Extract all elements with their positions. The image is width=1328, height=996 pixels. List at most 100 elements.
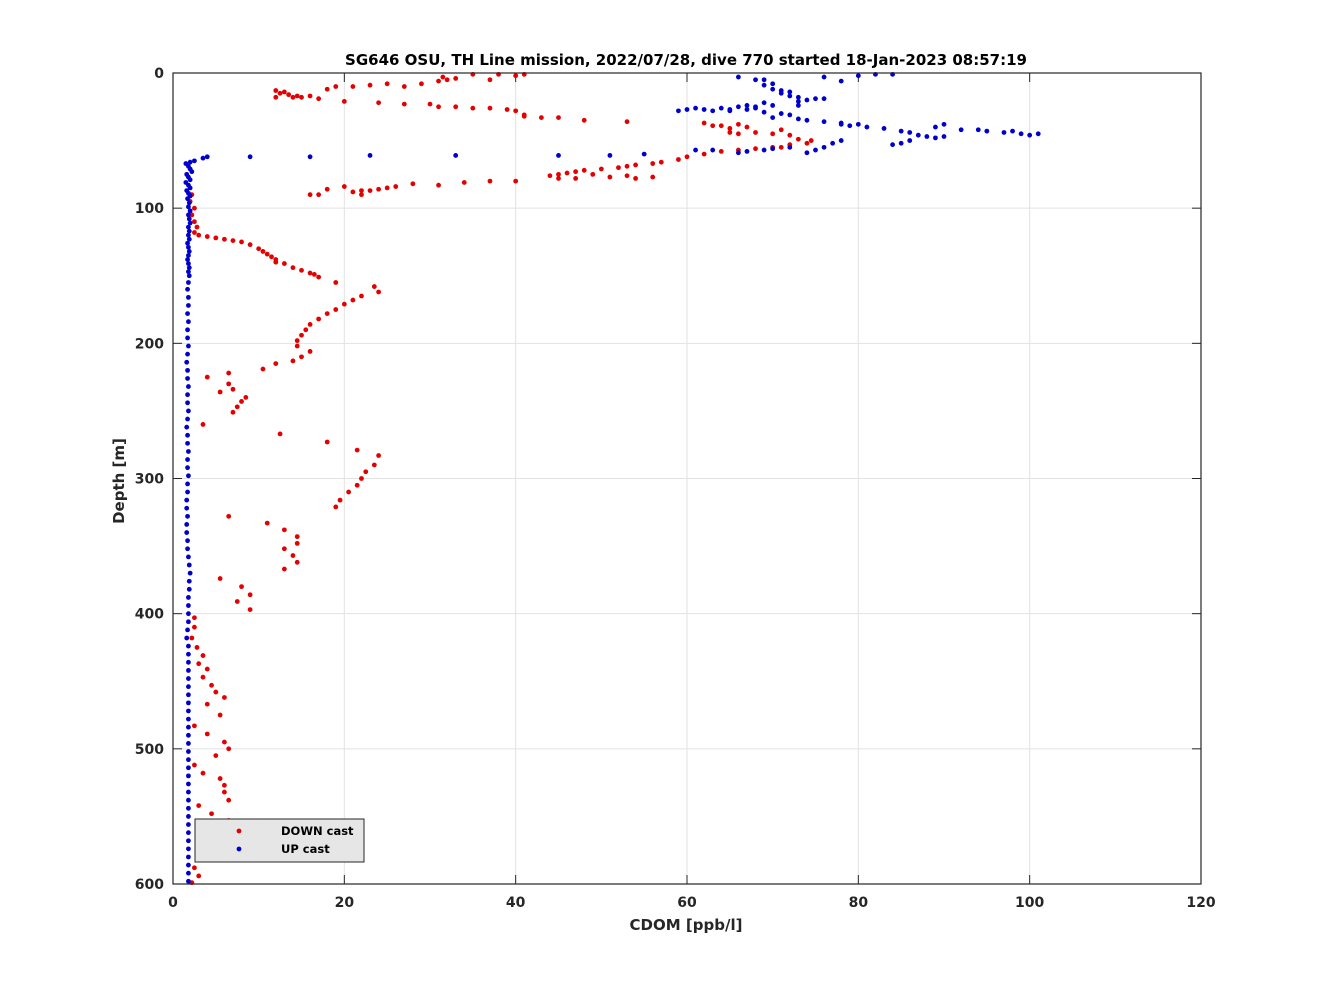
up-cast-point xyxy=(185,400,190,406)
down-cast-point xyxy=(234,404,240,410)
down-cast-point xyxy=(192,624,197,630)
up-cast-point xyxy=(185,416,190,422)
up-cast-point xyxy=(184,522,190,527)
up-cast-point xyxy=(185,335,190,341)
down-cast-point xyxy=(281,261,287,266)
down-cast-point xyxy=(487,105,493,111)
down-cast-point xyxy=(264,251,270,257)
down-cast-point xyxy=(277,90,283,96)
up-cast-point xyxy=(185,481,190,487)
down-cast-point xyxy=(281,566,287,572)
y-tick-label: 500 xyxy=(135,742,164,758)
down-cast-point xyxy=(230,409,236,415)
down-cast-point xyxy=(290,553,296,558)
up-cast-point xyxy=(186,732,191,738)
down-cast-point xyxy=(333,84,339,89)
down-cast-point xyxy=(273,361,279,367)
down-cast-point xyxy=(384,81,390,87)
up-cast-point xyxy=(753,105,758,111)
up-cast-point xyxy=(184,497,190,503)
down-cast-point xyxy=(200,674,206,680)
down-cast-point xyxy=(658,159,664,165)
up-cast-point xyxy=(187,208,193,214)
up-cast-point xyxy=(185,376,190,381)
up-cast-point xyxy=(770,103,776,108)
y-tick-label: 600 xyxy=(135,877,164,893)
y-tick-label: 0 xyxy=(154,66,164,82)
down-cast-point xyxy=(222,236,227,242)
down-cast-point xyxy=(307,93,313,99)
up-cast-point xyxy=(813,147,818,153)
down-cast-point xyxy=(196,661,202,667)
up-cast-point xyxy=(186,611,191,617)
up-cast-point xyxy=(186,554,191,560)
down-cast-point xyxy=(556,115,561,121)
y-tick-label: 400 xyxy=(135,607,164,623)
down-cast-point xyxy=(778,144,784,150)
down-cast-point xyxy=(307,270,313,276)
down-cast-point xyxy=(273,94,279,100)
down-cast-point xyxy=(273,259,279,265)
legend-box xyxy=(194,818,365,863)
up-cast-point xyxy=(744,148,750,154)
down-cast-point xyxy=(384,185,390,191)
down-cast-point xyxy=(710,123,716,129)
up-cast-point xyxy=(186,724,191,730)
legend: DOWN cast UP cast xyxy=(194,818,365,863)
up-cast-point xyxy=(941,134,947,139)
down-cast-point xyxy=(350,189,356,195)
down-cast-point xyxy=(269,254,274,260)
down-cast-point xyxy=(770,131,776,137)
up-cast-point xyxy=(607,153,613,158)
down-cast-series xyxy=(187,71,814,886)
up-cast-point xyxy=(187,185,193,191)
up-cast-point xyxy=(838,78,844,84)
y-tick-label: 300 xyxy=(135,472,164,488)
down-cast-point xyxy=(222,789,227,795)
down-cast-point xyxy=(299,267,304,273)
down-cast-point xyxy=(513,73,519,79)
down-cast-point xyxy=(359,192,364,198)
down-cast-point xyxy=(316,316,322,322)
down-cast-point xyxy=(727,130,733,135)
down-cast-point xyxy=(294,343,300,349)
down-cast-point xyxy=(247,592,253,598)
down-cast-point xyxy=(204,234,210,239)
down-cast-point xyxy=(787,132,793,138)
up-cast-point xyxy=(185,311,190,316)
up-cast-point xyxy=(453,153,459,158)
down-cast-point xyxy=(247,242,253,248)
up-cast-point xyxy=(184,359,190,365)
up-cast-point xyxy=(185,457,190,462)
up-cast-point xyxy=(186,595,191,600)
up-cast-point xyxy=(186,280,191,285)
down-cast-point xyxy=(230,238,236,244)
down-cast-point xyxy=(633,162,638,168)
up-cast-point xyxy=(770,81,776,87)
up-cast-point xyxy=(185,513,190,519)
up-cast-point xyxy=(185,538,190,544)
up-cast-point xyxy=(795,98,801,104)
up-cast-point xyxy=(186,273,192,279)
down-cast-point xyxy=(222,782,227,788)
down-cast-point xyxy=(513,108,519,114)
up-cast-point xyxy=(186,789,191,795)
down-cast-point xyxy=(234,599,240,604)
down-cast-point xyxy=(376,100,381,106)
down-cast-point xyxy=(204,666,210,672)
up-cast-point xyxy=(761,147,767,153)
down-cast-point xyxy=(436,182,441,188)
down-cast-point xyxy=(371,284,377,289)
down-cast-point xyxy=(260,249,266,254)
up-cast-point xyxy=(186,781,191,787)
down-cast-point xyxy=(290,265,296,271)
down-cast-point xyxy=(650,174,656,180)
down-cast-point xyxy=(470,105,476,111)
up-cast-point xyxy=(186,878,191,884)
up-cast-point xyxy=(186,846,191,852)
down-cast-point xyxy=(354,482,360,488)
down-cast-point xyxy=(363,469,369,475)
down-cast-point xyxy=(213,753,219,758)
up-cast-point xyxy=(821,119,827,125)
down-cast-point xyxy=(684,154,690,160)
